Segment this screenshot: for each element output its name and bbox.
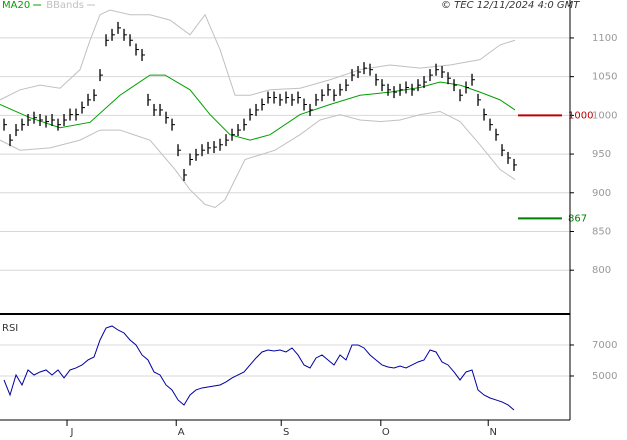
y-tick-label: 1050 [592, 72, 617, 83]
rsi-line [3, 325, 515, 411]
plot: 800 850 900 950 1000 1050 1100 1000 867 MA20 BBand… [0, 0, 617, 438]
y-tick-label: 7000 [592, 340, 617, 351]
legend-label: MA20 [2, 0, 30, 11]
y-tick-label: 800 [592, 265, 611, 276]
series-line [0, 110, 516, 209]
y-tick-label: 950 [592, 149, 611, 160]
x-tick-label: O [382, 427, 390, 438]
y-tick-label: 5000 [592, 371, 617, 382]
legend-label: BBands [46, 0, 84, 11]
x-tick-label: J [70, 427, 74, 438]
level-label: 867 [568, 213, 587, 224]
y-tick-label: 850 [592, 226, 611, 237]
series-line [0, 9, 516, 101]
y-tick-label: 1100 [592, 33, 617, 44]
x-tick-label: N [489, 427, 496, 438]
y-tick-label: 1000 [592, 110, 617, 121]
y-tick-label: 900 [592, 188, 611, 199]
x-tick-label: S [283, 427, 289, 438]
series-line [0, 74, 516, 141]
rsi-title: RSI [2, 323, 18, 334]
stamp: © TEC 12/11/2024 4:0 GMT [441, 0, 580, 11]
x-tick-label: A [178, 427, 185, 438]
level-label: 1000 [568, 110, 593, 121]
